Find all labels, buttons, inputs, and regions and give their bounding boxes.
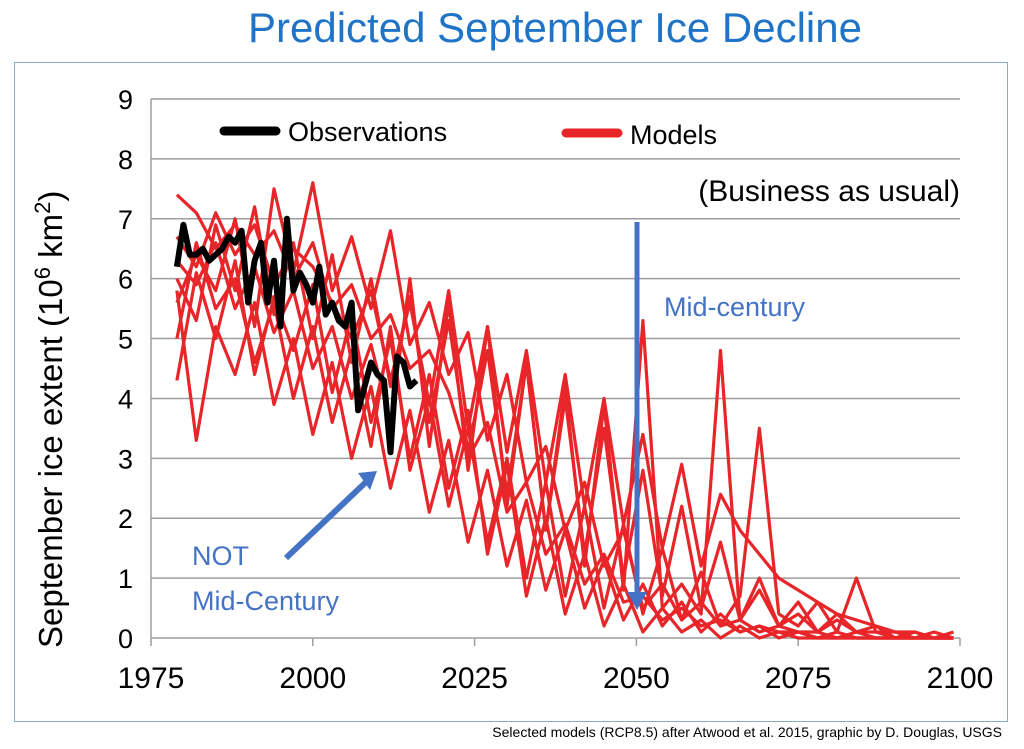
mid-century-arrow xyxy=(627,222,647,610)
x-tick-label: 2025 xyxy=(441,662,508,695)
y-tick-label: 0 xyxy=(118,624,133,654)
y-tick-label: 4 xyxy=(118,384,133,414)
x-tick-labels: 1975 2000 2025 2050 2075 2100 xyxy=(118,662,994,695)
scenario-label: (Business as usual) xyxy=(698,175,960,208)
x-tick-label: 2000 xyxy=(279,662,346,695)
y-tick-label: 8 xyxy=(118,145,133,175)
y-tick-labels: 0 1 2 3 4 5 6 7 8 9 xyxy=(118,85,133,654)
observations-line xyxy=(173,215,419,456)
chart-frame xyxy=(14,62,1008,722)
credit-text: Selected models (RCP8.5) after Atwood et… xyxy=(492,724,1002,740)
y-tick-label: 5 xyxy=(118,325,133,355)
not-mid-century-label-line1: NOT xyxy=(192,541,249,571)
not-mid-century-arrow xyxy=(283,471,377,561)
model-series-line-3 xyxy=(175,259,954,640)
model-series-line-8 xyxy=(175,211,954,640)
model-series-group xyxy=(175,181,954,640)
y-tick-label: 7 xyxy=(118,205,133,235)
y-tick-label: 1 xyxy=(118,564,133,594)
y-tick-label: 9 xyxy=(118,85,133,115)
not-mid-century-label-line2: Mid-Century xyxy=(192,586,340,616)
chart-title: Predicted September Ice Decline xyxy=(248,4,862,51)
y-tick-label: 6 xyxy=(118,265,133,295)
y-tick-label: 3 xyxy=(118,444,133,474)
y-axis-label: September ice extent (106 km2) xyxy=(30,191,69,648)
model-series-line-7 xyxy=(175,290,954,640)
x-tick-label: 1975 xyxy=(118,662,185,695)
legend-label-models: Models xyxy=(630,120,717,150)
legend: Observations Models xyxy=(219,117,717,150)
model-series-line-6 xyxy=(175,241,954,640)
y-tick-label: 2 xyxy=(118,504,133,534)
x-tick-label: 2100 xyxy=(927,662,994,695)
observation-series-group xyxy=(173,215,419,456)
x-tick-label: 2075 xyxy=(765,662,832,695)
legend-label-observations: Observations xyxy=(288,117,447,147)
model-series-line-5 xyxy=(175,241,954,640)
mid-century-label: Mid-century xyxy=(664,292,806,322)
x-tick-label: 2050 xyxy=(603,662,670,695)
